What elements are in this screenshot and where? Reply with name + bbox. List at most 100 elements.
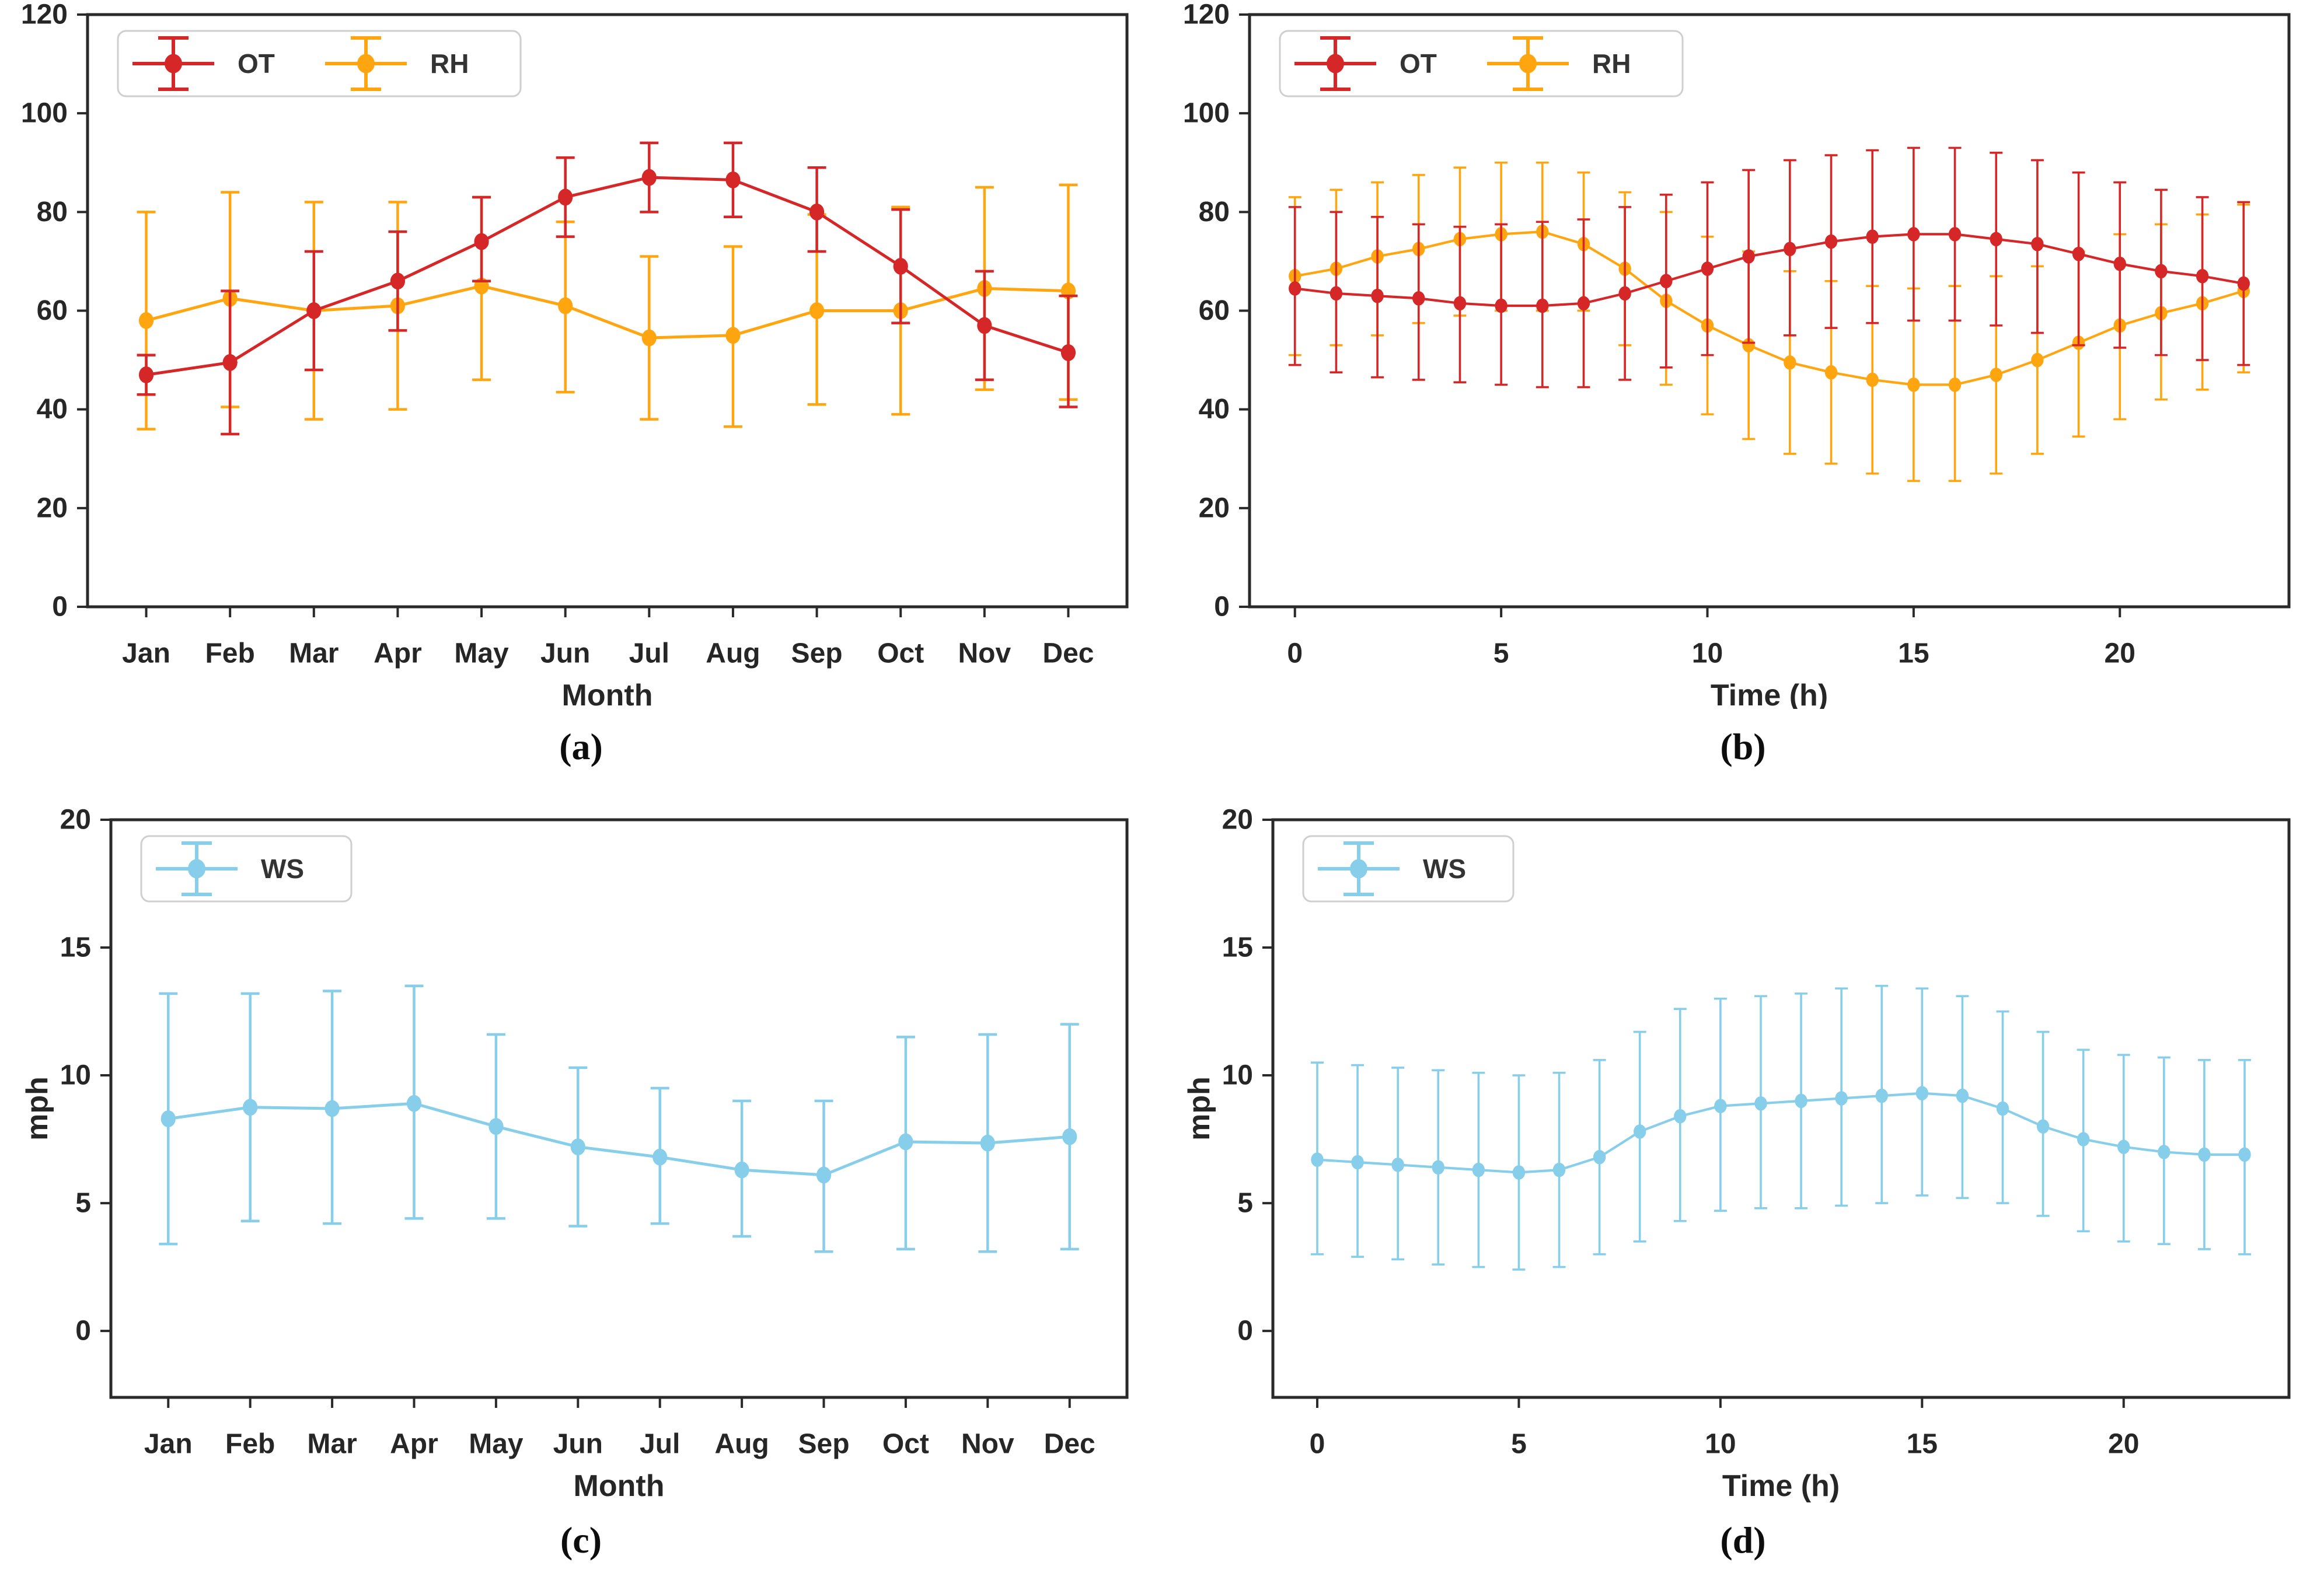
data-point [1907,377,1920,392]
data-point [306,302,322,319]
data-point [1990,368,2002,382]
data-point [138,366,154,383]
data-point [1754,1096,1767,1111]
plot-border [86,13,1129,609]
x-tick-label: May [469,1429,524,1460]
y-tick-label: 0 [75,1316,91,1347]
x-tick-label: 20 [2108,1429,2139,1460]
data-point [1948,227,1962,242]
caption-b: (b) [1720,726,1766,767]
x-tick-label: Dec [1044,1429,1095,1460]
legend-label: OT [238,48,275,79]
x-tick-label: Jan [144,1429,193,1460]
data-point [1593,1149,1606,1165]
y-tick-label: 20 [37,492,68,523]
y-tick-label: 20 [1222,805,1253,836]
y-tick-label: 60 [1199,295,1230,326]
data-point [2158,1145,2171,1159]
errorbar-marker-icon [165,54,182,74]
data-point [1536,298,1549,313]
y-tick-label: 0 [52,592,68,623]
data-point [2155,264,2168,279]
data-point [1824,365,1838,380]
x-tick-label: Jun [540,638,590,669]
x-tick-label: Nov [958,638,1011,669]
caption-d: (d) [1720,1519,1766,1561]
data-point [2077,1132,2090,1146]
y-tick-label: 80 [1199,197,1230,228]
x-tick-label: Mar [289,638,339,669]
data-point [725,327,741,344]
x-tick-label: 5 [1493,638,1509,669]
data-point [1824,234,1838,249]
data-point [977,317,992,334]
errorbar-marker-icon [1519,54,1537,74]
x-tick-label: Sep [798,1429,849,1460]
legend-item-WS: WS [1318,841,1466,896]
legend-label: WS [1423,854,1466,884]
y-tick-label: 100 [1183,98,1230,129]
data-point [980,1134,995,1152]
y-axis-label: mph [20,1076,54,1141]
legend-item-OT: OT [132,36,275,91]
data-point [324,1100,340,1117]
y-tick-label: 5 [75,1188,91,1219]
data-point [1784,242,1796,257]
x-tick-label: Feb [225,1429,275,1460]
x-tick-label: Oct [877,638,924,669]
x-tick-label: 10 [1692,638,1723,669]
x-tick-label: 15 [1907,1429,1938,1460]
series-WS [159,984,1079,1253]
data-point [1784,355,1796,370]
data-point [1371,288,1384,303]
legend-item-OT: OT [1294,36,1437,91]
data-point [1990,232,2002,247]
data-point [1915,1086,1929,1101]
data-point [1311,1152,1324,1167]
data-point [1412,291,1425,306]
data-point [1495,298,1508,313]
series-OT [137,141,1078,436]
x-tick-label: 0 [1310,1429,1325,1460]
data-point [1432,1160,1444,1175]
legend-item-WS: WS [156,841,304,896]
y-tick-label: 5 [1237,1188,1253,1219]
data-point [222,354,238,371]
data-point [2238,1147,2251,1162]
x-tick-label: Apr [390,1429,438,1460]
panel-d: 0 5 10 15 20 0 5 10 15 20 Time (h) mph WS (d) [1162,794,2324,1587]
y-tick-label: 100 [21,98,68,129]
data-point [2237,276,2250,291]
legend: WS [1302,835,1515,903]
x-tick-label: 10 [1705,1429,1736,1460]
errorbar-marker-icon [1350,859,1367,879]
chart-c: 0 5 10 15 20 Jan Feb Mar Apr May Jun Jul Aug Sep Oct No… [20,805,1129,1502]
data-point [2072,246,2085,261]
legend: OT RH [1279,30,1684,97]
data-point [809,302,825,319]
data-point [2117,1139,2130,1155]
x-axis-label: Month [562,679,653,709]
data-point [1330,286,1343,301]
series-RH [137,183,1078,431]
x-tick-label: Jul [629,638,669,669]
x-tick-label: Nov [961,1429,1014,1460]
data-point [406,1095,422,1112]
data-point [1742,249,1755,264]
x-tick-label: Jul [640,1429,680,1460]
data-point [1577,296,1590,311]
panel-a: 0 20 40 60 80 100 120 Jan Feb Mar Apr May Jun Jul Aug S… [0,0,1162,794]
data-point [2036,1119,2050,1134]
data-point [1948,377,1962,392]
data-point [1512,1165,1526,1180]
y-tick-label: 20 [1199,492,1230,523]
data-point [1875,1088,1888,1103]
plot-border [1248,13,2291,609]
x-axis-label: Time (h) [1722,1469,1840,1502]
x-tick-label: 0 [1287,638,1303,669]
data-point [1472,1162,1485,1177]
data-point [652,1148,668,1166]
y-tick-label: 15 [60,932,91,963]
data-point [243,1099,258,1116]
legend-label: WS [261,854,304,884]
